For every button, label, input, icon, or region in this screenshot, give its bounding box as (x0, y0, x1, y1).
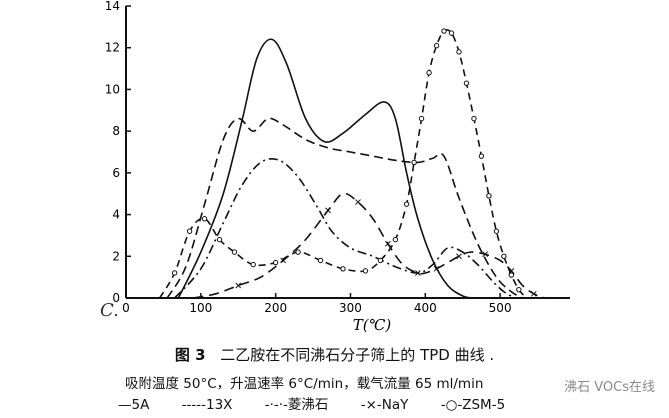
legend-item-nay: -×-NaY (360, 397, 409, 413)
figure-title: 二乙胺在不同沸石分子筛上的 TPD 曲线 . (220, 346, 495, 364)
legend-item-chabazite: -·-·-菱沸石 (264, 397, 329, 413)
x-tick-label: 0 (122, 301, 130, 315)
y-tick-label: 8 (112, 124, 120, 138)
zsm5-point (433, 42, 440, 49)
nay-point (414, 270, 421, 276)
zsm5-point (392, 236, 399, 243)
x-tick-label: 100 (189, 301, 212, 315)
nay-point (482, 251, 489, 258)
zsm5-point (403, 201, 410, 207)
x-tick-label: 300 (339, 301, 362, 315)
zsm5-point (486, 193, 492, 199)
legend: —5A -----13X -·-·-菱沸石 -×-NaY -○-ZSM-5 (118, 393, 533, 413)
tpd-chart: 0 100 200 300 400 500 0 2 4 6 8 10 12 14 T(℃) (105, 0, 570, 334)
nay-point (530, 290, 537, 297)
y-tick-label: 10 (105, 82, 120, 96)
y-tick-label: 12 (105, 41, 120, 55)
corner-mark: C. (100, 300, 119, 321)
zsm5-point (456, 49, 462, 55)
zsm5-point (216, 236, 223, 243)
series-line-13x (166, 117, 523, 299)
zsm5-point (463, 80, 470, 86)
zsm5-point (186, 228, 193, 234)
nay-point (385, 240, 391, 247)
zsm5-point (411, 159, 417, 166)
y-tick-label: 14 (105, 0, 120, 13)
series-line-zsm-5 (158, 29, 527, 299)
zsm5-point (508, 272, 515, 278)
experiment-conditions: 吸附温度 50°C，升温速率 6°C/min，载气流量 65 ml/min (125, 376, 484, 392)
x-axis-label: T(℃) (353, 316, 392, 334)
zsm5-point (340, 266, 346, 272)
series-line-5a (177, 38, 475, 299)
zsm5-point (441, 28, 447, 34)
x-tick-label: 400 (414, 301, 437, 315)
zsm5-point (501, 253, 507, 259)
nay-point (325, 207, 331, 214)
figure-label: 图 3 (174, 346, 206, 364)
x-tick-label: 200 (264, 301, 287, 315)
nay-point (433, 265, 440, 272)
zsm5-point (448, 30, 455, 36)
y-tick-label: 6 (112, 166, 120, 180)
legend-item-zsm5: -○-ZSM-5 (440, 397, 506, 413)
watermark: 沸石 VOCs在线 (564, 380, 655, 395)
zsm5-point (471, 115, 477, 122)
nay-point (355, 199, 361, 205)
x-tick-label: 500 (489, 301, 512, 315)
zsm5-point (317, 257, 324, 264)
y-tick-label: 2 (112, 249, 120, 263)
zsm5-point (201, 216, 208, 222)
series-line-nay (193, 192, 546, 299)
y-tick-label: 4 (112, 208, 120, 222)
zsm5-point (426, 70, 432, 76)
zsm5-point (231, 249, 238, 255)
nay-point (235, 282, 242, 289)
zsm5-point (493, 228, 500, 234)
nay-point (456, 253, 462, 260)
y-tick-label: 0 (112, 291, 120, 305)
figure-caption: 图 3 二乙胺在不同沸石分子筛上的 TPD 曲线 . (0, 344, 669, 365)
legend-item-13x: -----13X (181, 397, 233, 413)
zsm5-point (418, 115, 425, 122)
legend-item-5a: —5A (118, 397, 150, 413)
series-line-- (174, 158, 516, 299)
zsm5-point (362, 268, 369, 274)
zsm5-point (272, 259, 279, 266)
zsm5-point (295, 249, 301, 255)
chart-series (158, 28, 546, 299)
zsm5-point (377, 257, 384, 264)
zsm5-point (171, 270, 178, 276)
zsm5-point (250, 261, 256, 268)
zsm5-point (516, 286, 522, 293)
chart-axes: 0 100 200 300 400 500 0 2 4 6 8 10 12 14 (105, 0, 570, 315)
zsm5-point (478, 153, 485, 159)
